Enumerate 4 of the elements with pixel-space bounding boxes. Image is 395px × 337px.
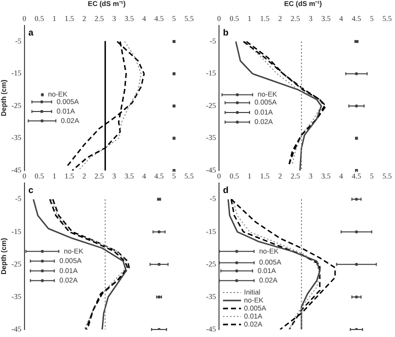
chart-title: b bbox=[223, 27, 229, 38]
chart-title: d bbox=[223, 184, 228, 195]
chart-title: a bbox=[28, 27, 34, 38]
chart-title: c bbox=[28, 184, 34, 195]
